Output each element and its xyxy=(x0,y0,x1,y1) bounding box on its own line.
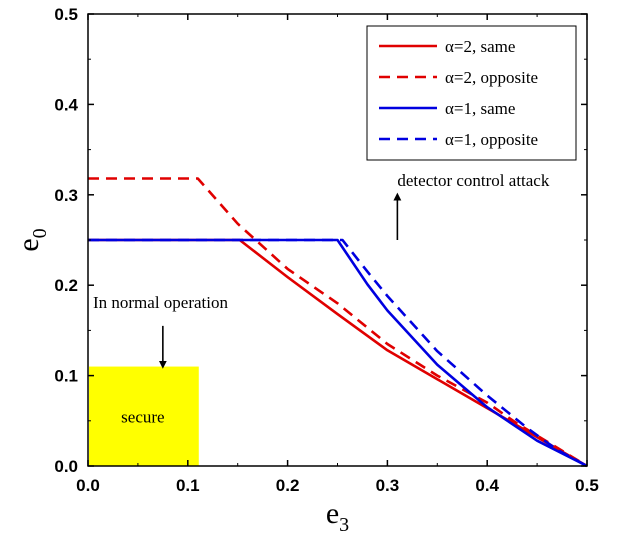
legend-label-2: α=2, opposite xyxy=(445,68,538,87)
y-axis-title-sub: 0 xyxy=(29,228,51,238)
legend-box xyxy=(366,25,577,161)
x-tick-label: 0.5 xyxy=(575,476,599,495)
annotation-group: detector control attack In normal operati… xyxy=(93,171,550,369)
secure-region-label: secure xyxy=(121,407,164,426)
y-tick-label: 0.4 xyxy=(54,95,78,114)
legend: α=2, same α=2, opposite α=1, same α=1, oppo… xyxy=(366,25,577,161)
series-line-3 xyxy=(88,238,588,468)
series-group xyxy=(88,177,588,468)
x-tick-label: 0.3 xyxy=(376,476,400,495)
tick-group: 0.0 0.1 0.2 0.3 0.4 0.5 0.0 0.1 0.2 0.3 0.4 0.5 xyxy=(54,5,598,495)
series-line-1 xyxy=(88,238,588,468)
x-axis-title-sub: 3 xyxy=(339,514,349,536)
y-tick-label: 0.2 xyxy=(54,276,78,295)
x-tick-label: 0.0 xyxy=(76,476,100,495)
annotation-label-1: detector control attack xyxy=(397,171,549,190)
legend-label-4: α=1, opposite xyxy=(445,130,538,149)
legend-label-1: α=2, same xyxy=(445,37,515,56)
x-axis-title: e3 xyxy=(326,497,349,536)
x-axis-title-main: e xyxy=(326,497,339,530)
secure-region xyxy=(89,366,199,466)
x-tick-label: 0.4 xyxy=(475,476,499,495)
series-line-4 xyxy=(88,238,588,468)
annotation-label-2: In normal operation xyxy=(93,293,229,312)
y-axis-title-main: e xyxy=(12,238,45,251)
series-line-2 xyxy=(88,177,588,468)
y-tick-label: 0.5 xyxy=(54,5,78,24)
x-tick-label: 0.2 xyxy=(276,476,300,495)
y-axis-title: e0 xyxy=(12,228,51,251)
y-tick-label: 0.3 xyxy=(54,186,78,205)
legend-label-3: α=1, same xyxy=(445,99,515,118)
y-tick-label: 0.1 xyxy=(54,367,78,386)
y-tick-label: 0.0 xyxy=(54,457,78,476)
x-tick-label: 0.1 xyxy=(176,476,200,495)
